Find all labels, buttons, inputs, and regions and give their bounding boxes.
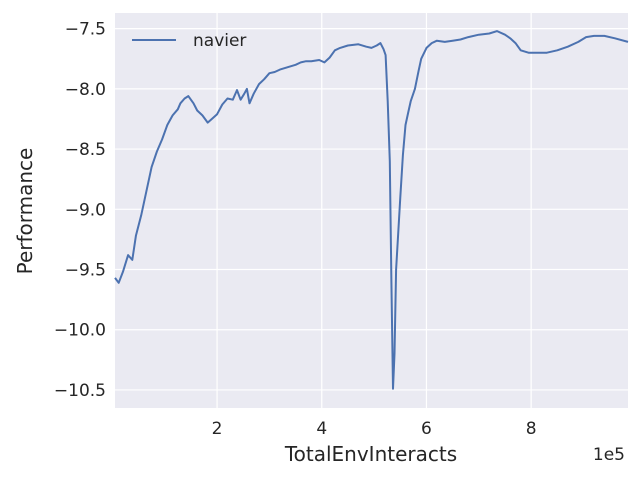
y-axis-label: Performance [13, 148, 37, 275]
series-layer [114, 30, 629, 390]
x-offset-label: 1e5 [593, 445, 625, 465]
x-tick-label: 4 [316, 419, 327, 439]
x-tick-label: 2 [212, 419, 223, 439]
y-tick-label: −7.5 [65, 20, 106, 40]
y-tick-label: −10.0 [54, 321, 106, 341]
x-tick-labels: 2 4 6 8 [212, 419, 537, 439]
legend-label-navier: navier [193, 31, 246, 51]
y-tick-labels: −7.5 −8.0 −8.5 −9.0 −9.5 −10.0 −10.5 [54, 20, 106, 401]
x-tick-label: 8 [526, 419, 537, 439]
series-line-navier [114, 30, 629, 390]
y-tick-label: −9.5 [65, 261, 106, 281]
y-tick-label: −8.0 [65, 80, 106, 100]
x-axis-label: TotalEnvInteracts [284, 442, 457, 466]
y-tick-label: −9.0 [65, 200, 106, 220]
y-tick-label: −10.5 [54, 381, 106, 401]
gridlines [115, 13, 628, 408]
y-tick-label: −8.5 [65, 140, 106, 160]
plot-background [115, 13, 628, 408]
x-tick-label: 6 [421, 419, 432, 439]
legend: navier [132, 31, 246, 51]
